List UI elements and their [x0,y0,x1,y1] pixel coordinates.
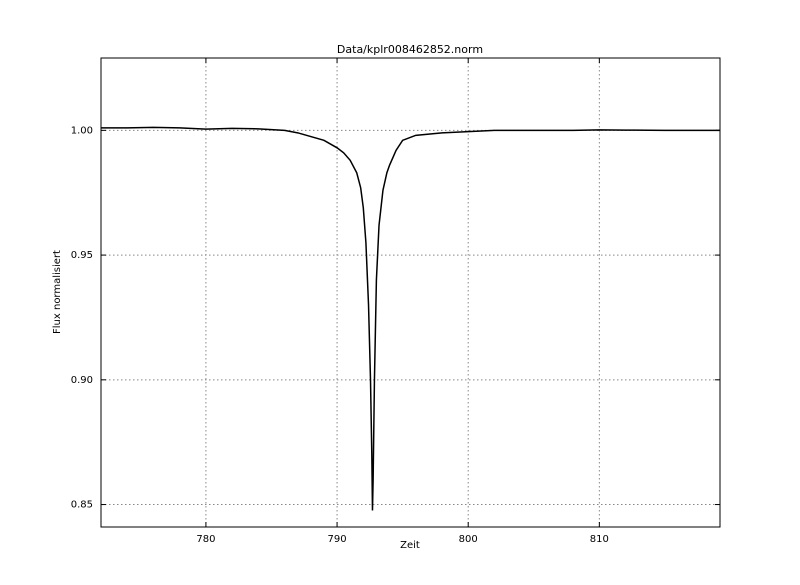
y-tick-label: 0.90 [71,375,93,386]
x-tick-label: 800 [459,534,478,545]
y-tick-label: 0.85 [71,500,93,511]
y-axis-label: Flux normalisiert [52,250,63,334]
x-tick-label: 790 [328,534,347,545]
plot-frame [100,57,721,528]
y-tick-label: 0.95 [71,250,93,261]
x-tick-label: 780 [196,534,215,545]
chart-title: Data/kplr008462852.norm [337,43,483,56]
data-line [101,126,720,511]
y-tick-label: 1.00 [71,125,93,136]
x-axis-label: Zeit [400,540,420,551]
x-tick-label: 810 [590,534,609,545]
